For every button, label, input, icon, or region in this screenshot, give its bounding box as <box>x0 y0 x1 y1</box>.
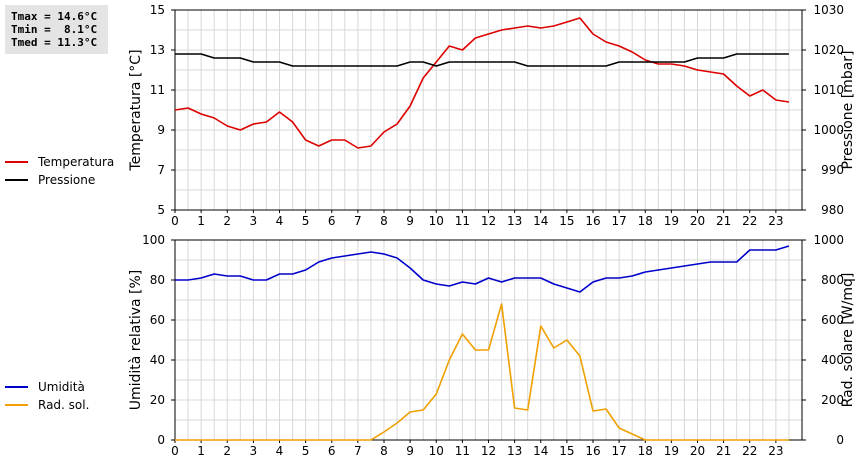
y-left-axis-title: Umidità relativa [%] <box>128 270 144 411</box>
x-tick-label: 23 <box>768 444 783 458</box>
x-tick-label: 15 <box>559 444 574 458</box>
y-left-tick-label: 7 <box>157 163 165 177</box>
x-tick-label: 3 <box>250 214 258 228</box>
x-tick-label: 2 <box>223 214 231 228</box>
y-left-tick-label: 9 <box>157 123 165 137</box>
x-tick-label: 19 <box>664 444 679 458</box>
y-right-tick-label: 200 <box>821 393 844 407</box>
x-tick-label: 1 <box>197 214 205 228</box>
x-tick-label: 14 <box>533 214 548 228</box>
x-tick-label: 4 <box>276 214 284 228</box>
tmed-text: Tmed = 11.3°C <box>11 36 98 49</box>
x-tick-label: 6 <box>328 214 336 228</box>
x-tick-label: 8 <box>380 214 388 228</box>
tmax-text: Tmax = 14.6°C <box>11 10 98 23</box>
x-tick-label: 10 <box>429 214 444 228</box>
y-right-tick-label: 1020 <box>813 43 844 57</box>
series-line-2-2 <box>175 303 789 441</box>
x-tick-label: 22 <box>742 214 757 228</box>
x-tick-label: 11 <box>455 444 470 458</box>
x-tick-label: 22 <box>742 444 757 458</box>
x-tick-label: 2 <box>223 444 231 458</box>
legend-label: Rad. sol. <box>38 398 89 412</box>
x-tick-label: 9 <box>406 214 414 228</box>
x-tick-label: 9 <box>406 444 414 458</box>
y-right-tick-label: 0 <box>836 433 844 447</box>
y-right-tick-label: 1030 <box>813 3 844 17</box>
x-tick-label: 21 <box>716 444 731 458</box>
x-tick-label: 16 <box>585 444 600 458</box>
x-tick-label: 5 <box>302 214 310 228</box>
x-tick-label: 8 <box>380 444 388 458</box>
x-tick-label: 19 <box>664 214 679 228</box>
x-tick-label: 0 <box>171 444 179 458</box>
series-line-1-1 <box>174 17 790 149</box>
x-tick-label: 21 <box>716 214 731 228</box>
legend-label: Temperatura <box>37 155 114 169</box>
y-left-tick-label: 0 <box>157 433 165 447</box>
series-line-2-1 <box>175 245 790 293</box>
stats-box: Tmax = 14.6°C Tmin = 8.1°C Tmed = 11.3°C <box>5 5 108 54</box>
y-left-tick-label: 60 <box>150 313 165 327</box>
y-right-tick-label: 1010 <box>813 83 844 97</box>
y-left-tick-label: 15 <box>150 3 165 17</box>
x-tick-label: 7 <box>354 214 362 228</box>
x-tick-label: 13 <box>507 214 522 228</box>
x-tick-label: 12 <box>481 214 496 228</box>
y-left-tick-label: 40 <box>150 353 165 367</box>
chart-panel-1: 0 1 2 3 4 5 6 7 8 9 10 11 12 13 14 15 16 17 18 19 20 21 22 2357… <box>5 3 856 228</box>
x-tick-label: 3 <box>250 444 258 458</box>
y-left-tick-label: 5 <box>157 203 165 217</box>
y-right-tick-label: 980 <box>821 203 844 217</box>
x-tick-label: 4 <box>276 444 284 458</box>
y-right-axis-title: Rad. solare [W/mq] <box>840 273 856 408</box>
x-tick-label: 10 <box>429 444 444 458</box>
x-tick-label: 13 <box>507 444 522 458</box>
x-tick-label: 16 <box>585 214 600 228</box>
x-tick-label: 11 <box>455 214 470 228</box>
y-left-tick-label: 20 <box>150 393 165 407</box>
x-tick-label: 17 <box>611 214 626 228</box>
x-tick-label: 18 <box>638 444 653 458</box>
y-right-tick-label: 1000 <box>813 123 844 137</box>
x-tick-label: 20 <box>690 214 705 228</box>
y-left-tick-label: 13 <box>150 43 165 57</box>
x-tick-label: 23 <box>768 214 783 228</box>
y-right-tick-label: 990 <box>821 163 844 177</box>
y-right-tick-label: 1000 <box>813 233 844 247</box>
y-left-tick-label: 11 <box>150 83 165 97</box>
y-right-tick-label: 600 <box>821 313 844 327</box>
x-tick-label: 14 <box>533 444 548 458</box>
x-tick-label: 17 <box>611 444 626 458</box>
y-left-tick-label: 80 <box>150 273 165 287</box>
legend-label: Umidità <box>38 380 85 394</box>
series-line-1-2 <box>175 53 789 67</box>
y-left-axis-title: Temperatura [°C] <box>128 49 144 171</box>
x-tick-label: 7 <box>354 444 362 458</box>
x-tick-label: 1 <box>197 444 205 458</box>
y-left-tick-label: 100 <box>142 233 165 247</box>
y-right-axis-title: Pressione [mbar] <box>840 50 856 169</box>
x-tick-label: 12 <box>481 444 496 458</box>
tmin-text: Tmin = 8.1°C <box>11 23 98 36</box>
x-tick-label: 6 <box>328 444 336 458</box>
x-tick-label: 5 <box>302 444 310 458</box>
chart-panel-2: 0 1 2 3 4 5 6 7 8 9 10 11 12 13 14 15 16 17 18 19 20 21 22 2302… <box>5 233 856 458</box>
x-tick-label: 20 <box>690 444 705 458</box>
y-right-tick-label: 400 <box>821 353 844 367</box>
x-tick-label: 18 <box>638 214 653 228</box>
x-tick-label: 15 <box>559 214 574 228</box>
legend-label: Pressione <box>38 173 95 187</box>
x-tick-label: 0 <box>171 214 179 228</box>
y-right-tick-label: 800 <box>821 273 844 287</box>
